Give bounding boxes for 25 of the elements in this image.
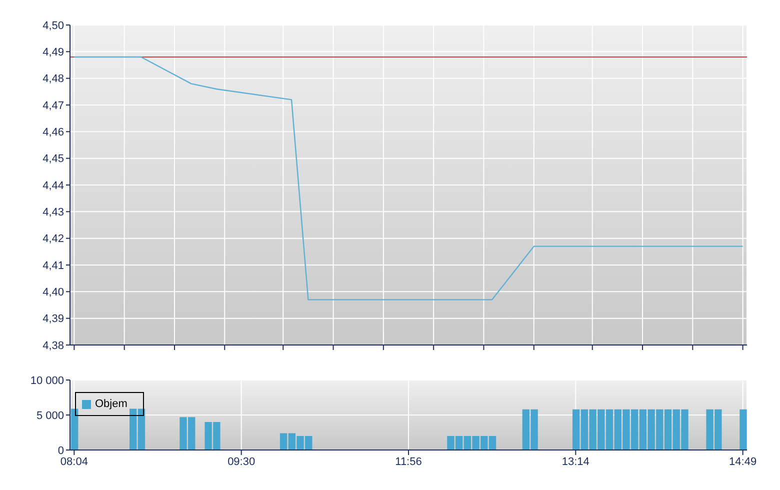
y-tick-label: 4,44: [42, 180, 64, 192]
y-tick-label: 4,39: [42, 313, 64, 326]
bar: [740, 409, 747, 450]
y-tick-label: 4,41: [42, 260, 64, 272]
y-tick-label: 4,40: [42, 286, 64, 299]
y-tick-label: 4,42: [42, 233, 64, 246]
y-tick-label: 4,38: [42, 340, 64, 352]
x-tick-label: 13:14: [562, 456, 590, 468]
x-tick-label: 11:56: [395, 456, 422, 468]
line-series: [74, 56, 744, 300]
y-tick-label: 4,47: [42, 100, 64, 112]
y-tick-label: 4,43: [42, 206, 64, 219]
y-tick-label: 5 000: [36, 410, 64, 422]
y-tick-label: 4,45: [42, 153, 64, 166]
y-tick-label: 10 000: [30, 374, 64, 387]
y-tick-label: 4,48: [42, 73, 64, 86]
legend-label: Objem: [95, 398, 128, 410]
y-tick-label: 4,50: [42, 20, 64, 32]
y-tick-label: 4,46: [42, 126, 64, 139]
x-tick-label: 08:04: [60, 456, 88, 468]
bar: [71, 408, 78, 450]
x-tick-label: 09:30: [228, 456, 256, 468]
y-tick-label: 0: [58, 444, 64, 457]
y-tick-label: 4,49: [42, 46, 64, 59]
x-tick-label: 14:49: [729, 456, 757, 468]
